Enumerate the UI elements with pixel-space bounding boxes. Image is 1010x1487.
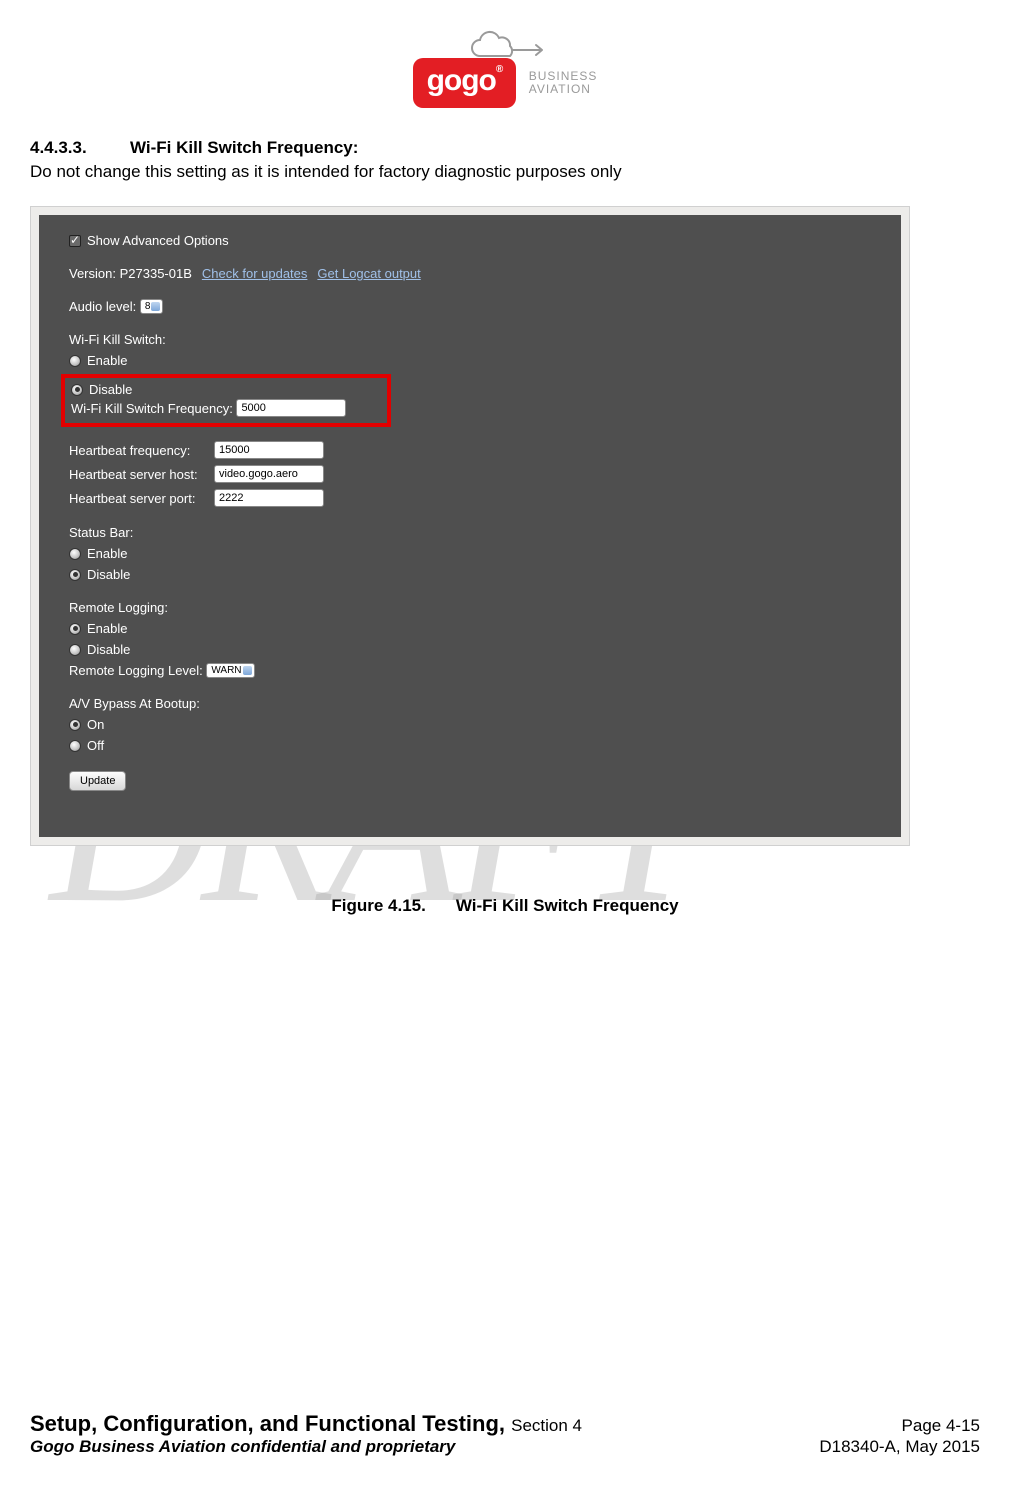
figure-number: Figure 4.15. [331,896,425,916]
wifi-kill-enable-label: Enable [87,353,127,368]
section-heading: 4.4.3.3.Wi-Fi Kill Switch Frequency: [30,138,980,158]
heartbeat-host-label: Heartbeat server host: [69,467,214,482]
remote-log-disable-radio[interactable] [69,644,81,656]
footer-page: Page 4-15 [902,1416,980,1436]
wifi-kill-disable-radio[interactable] [71,384,83,396]
remote-log-level-label: Remote Logging Level: [69,663,203,678]
heartbeat-freq-input[interactable]: 15000 [214,441,324,459]
av-bypass-off-radio[interactable] [69,740,81,752]
check-updates-link[interactable]: Check for updates [202,266,308,281]
heartbeat-port-label: Heartbeat server port: [69,491,214,506]
page-footer: Setup, Configuration, and Functional Tes… [30,1411,980,1457]
show-advanced-checkbox[interactable] [69,235,81,247]
wifi-kill-enable-radio[interactable] [69,355,81,367]
remote-log-enable-label: Enable [87,621,127,636]
audio-level-label: Audio level: [69,299,136,314]
version-label: Version: [69,266,116,281]
update-button[interactable]: Update [69,771,126,791]
av-bypass-label: A/V Bypass At Bootup: [69,696,200,711]
screenshot-figure: Show Advanced Options Version: P27335-01… [30,206,910,846]
wifi-freq-input[interactable]: 5000 [236,399,346,417]
footer-docnum: D18340-A, May 2015 [819,1437,980,1457]
remote-log-enable-radio[interactable] [69,623,81,635]
get-logcat-link[interactable]: Get Logcat output [317,266,420,281]
figure-title: Wi-Fi Kill Switch Frequency [456,896,679,915]
av-bypass-off-label: Off [87,738,104,753]
wifi-kill-label: Wi-Fi Kill Switch: [69,332,166,347]
show-advanced-label: Show Advanced Options [87,233,229,248]
status-bar-label: Status Bar: [69,525,133,540]
heartbeat-port-input[interactable]: 2222 [214,489,324,507]
audio-level-select[interactable]: 8 [140,299,164,314]
remote-log-disable-label: Disable [87,642,130,657]
footer-title: Setup, Configuration, and Functional Tes… [30,1411,511,1436]
wifi-freq-label: Wi-Fi Kill Switch Frequency: [71,401,233,416]
footer-confidential: Gogo Business Aviation confidential and … [30,1437,455,1457]
remote-log-level-select[interactable]: WARN [206,663,254,678]
av-bypass-on-radio[interactable] [69,719,81,731]
logo-header: gogo® BUSINESSAVIATION [30,30,980,108]
status-bar-disable-radio[interactable] [69,569,81,581]
highlighted-setting: Disable Wi-Fi Kill Switch Frequency: 500… [61,374,391,427]
status-bar-enable-radio[interactable] [69,548,81,560]
footer-section: Section 4 [511,1416,582,1435]
av-bypass-on-label: On [87,717,104,732]
remote-log-label: Remote Logging: [69,600,168,615]
section-number: 4.4.3.3. [30,138,130,158]
logo-subtitle: BUSINESSAVIATION [529,70,598,96]
figure-caption: Figure 4.15. Wi-Fi Kill Switch Frequency [30,896,980,916]
status-bar-disable-label: Disable [87,567,130,582]
logo-brand: gogo® [413,58,517,108]
wifi-kill-disable-label: Disable [89,382,132,397]
settings-panel: Show Advanced Options Version: P27335-01… [39,215,901,837]
section-body: Do not change this setting as it is inte… [30,162,980,182]
heartbeat-freq-label: Heartbeat frequency: [69,443,214,458]
heartbeat-host-input[interactable]: video.gogo.aero [214,465,324,483]
status-bar-enable-label: Enable [87,546,127,561]
section-title: Wi-Fi Kill Switch Frequency: [130,138,358,157]
version-value: P27335-01B [120,266,192,281]
